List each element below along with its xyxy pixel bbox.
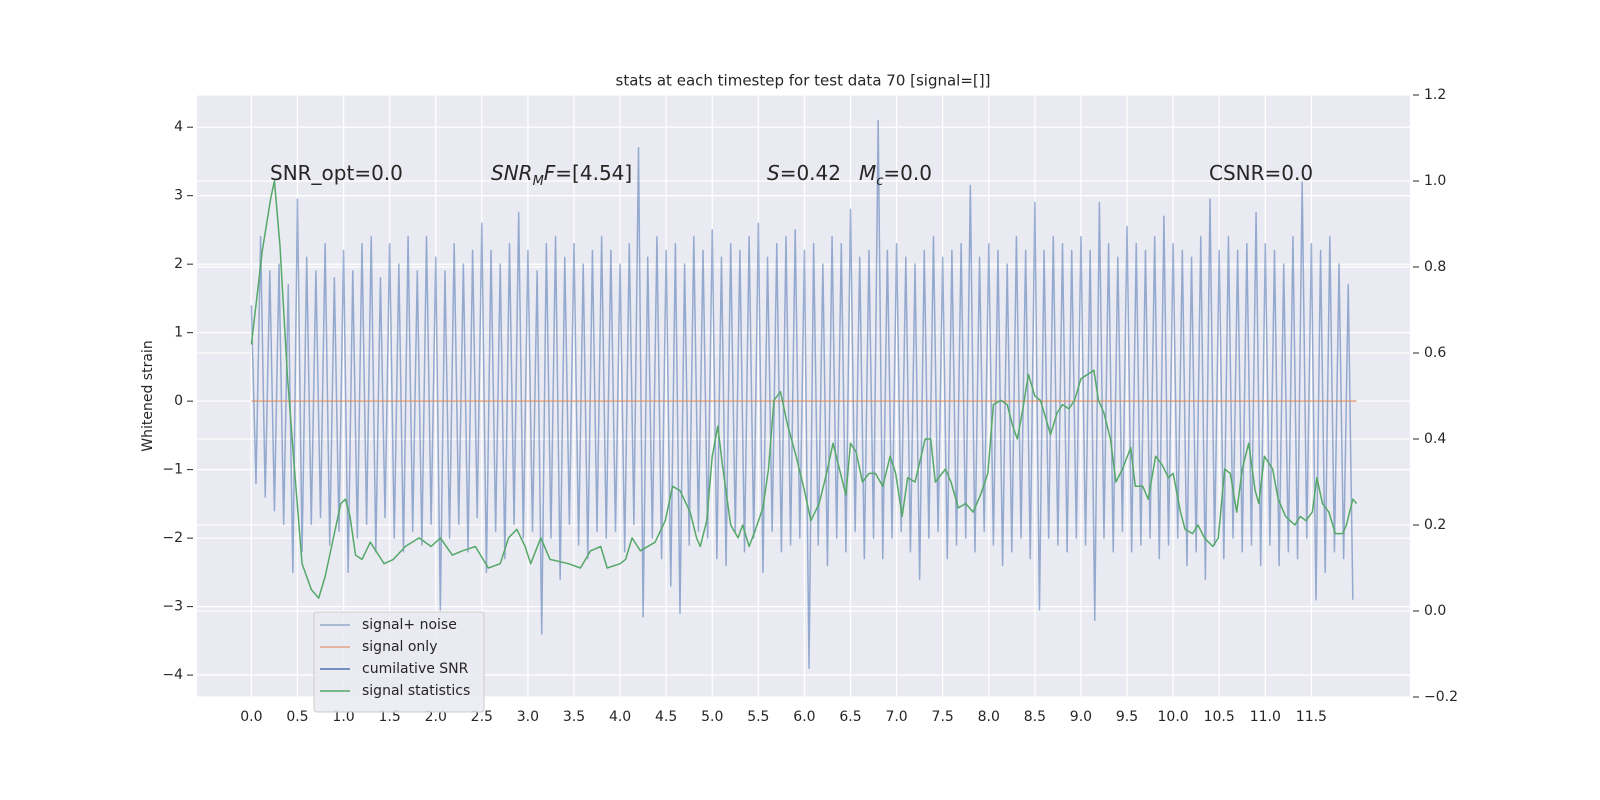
y-tick-label: 1 xyxy=(174,325,183,341)
x-tick-label: 5.0 xyxy=(701,709,723,725)
x-tick-label: 4.0 xyxy=(609,709,631,725)
axes: 0.0 0.5 1.0 1.5 2.0 2.5 3.0 3.5 4.0 4.5 5.0 5.5 6.0 6… xyxy=(162,87,1458,725)
lines xyxy=(250,119,1358,669)
x-tick-label: 10.0 xyxy=(1158,709,1189,725)
annotation: S=0.42 xyxy=(767,161,841,185)
x-tick-label: 9.0 xyxy=(1070,709,1092,725)
series-line xyxy=(250,119,1354,669)
x-tick-label: 8.5 xyxy=(1024,709,1046,725)
y2-tick-label: 0.6 xyxy=(1424,345,1446,361)
x-tick-label: 8.0 xyxy=(978,709,1000,725)
annotation: CSNR=0.0 xyxy=(1209,161,1313,185)
x-tick-label: 3.0 xyxy=(517,709,539,725)
y2-tick-label: 0.4 xyxy=(1424,431,1446,447)
y-tick-label: −2 xyxy=(162,530,183,546)
x-tick-label: 1.0 xyxy=(332,709,354,725)
x-tick-label: 0.0 xyxy=(240,709,262,725)
y-tick-label: −4 xyxy=(162,667,183,683)
y-tick-label: 3 xyxy=(174,188,183,204)
x-tick-label: 7.0 xyxy=(885,709,907,725)
y-axis-label: Whitened strain xyxy=(140,340,156,451)
legend-label: signal+ noise xyxy=(362,617,457,633)
x-tick-label: 10.5 xyxy=(1204,709,1235,725)
annotation-part: SNR_opt=0.0 xyxy=(270,161,403,185)
y2-tick-label: 1.2 xyxy=(1424,87,1446,103)
annotations: SNR_opt=0.0 SNRMF=[4.54] S=0.42 Mc=0.0 CSNR=… xyxy=(270,161,1313,189)
annotation: SNRMF=[4.54] xyxy=(491,161,632,189)
annotation-part: S xyxy=(767,161,780,185)
y-tick-label: 0 xyxy=(174,393,183,409)
legend-box xyxy=(313,611,485,713)
chart-title: stats at each timestep for test data 70 … xyxy=(616,72,991,90)
x-tick-label: 0.5 xyxy=(286,709,308,725)
annotation-part: M xyxy=(533,174,544,189)
series-line xyxy=(250,180,1358,599)
annotation-part: c xyxy=(876,174,883,189)
annotation-part: =0.42 xyxy=(780,161,841,185)
annotation-part: CSNR=0.0 xyxy=(1209,161,1313,185)
y-tick-label: 4 xyxy=(174,119,183,135)
y2-tick-label: −0.2 xyxy=(1424,689,1458,705)
x-tick-label: 11.5 xyxy=(1296,709,1327,725)
x-tick-label: 11.0 xyxy=(1250,709,1281,725)
y-tick-label: −3 xyxy=(162,599,183,615)
annotation-part: F xyxy=(544,161,556,185)
x-tick-label: 9.5 xyxy=(1116,709,1138,725)
y-tick-label: −1 xyxy=(162,462,183,478)
x-tick-label: 3.5 xyxy=(563,709,585,725)
x-tick-label: 5.5 xyxy=(747,709,769,725)
y-tick-label: 2 xyxy=(174,256,183,272)
legend-label: signal only xyxy=(362,639,437,655)
y2-tick-label: 0.8 xyxy=(1424,259,1446,275)
y2-tick-label: 0.2 xyxy=(1424,517,1446,533)
annotation-part: SNR xyxy=(491,161,533,185)
annotation-part: =[4.54] xyxy=(555,161,632,185)
x-tick-label: 2.0 xyxy=(425,709,447,725)
x-tick-label: 7.5 xyxy=(932,709,954,725)
grid xyxy=(197,94,1410,698)
y2-tick-label: 1.0 xyxy=(1424,173,1446,189)
x-tick-label: 1.5 xyxy=(379,709,401,725)
annotation-part: M xyxy=(859,161,876,185)
annotation-part: =0.0 xyxy=(883,161,932,185)
annotation: SNR_opt=0.0 xyxy=(270,161,403,185)
x-tick-label: 2.5 xyxy=(471,709,493,725)
legend: signal+ noise signal only cumilative SNR si… xyxy=(313,611,485,713)
annotation: Mc=0.0 xyxy=(859,161,932,189)
x-tick-label: 4.5 xyxy=(655,709,677,725)
x-tick-label: 6.5 xyxy=(839,709,861,725)
legend-label: signal statistics xyxy=(362,683,470,699)
x-tick-label: 6.0 xyxy=(793,709,815,725)
y2-tick-label: 0.0 xyxy=(1424,603,1446,619)
legend-label: cumilative SNR xyxy=(362,661,469,677)
